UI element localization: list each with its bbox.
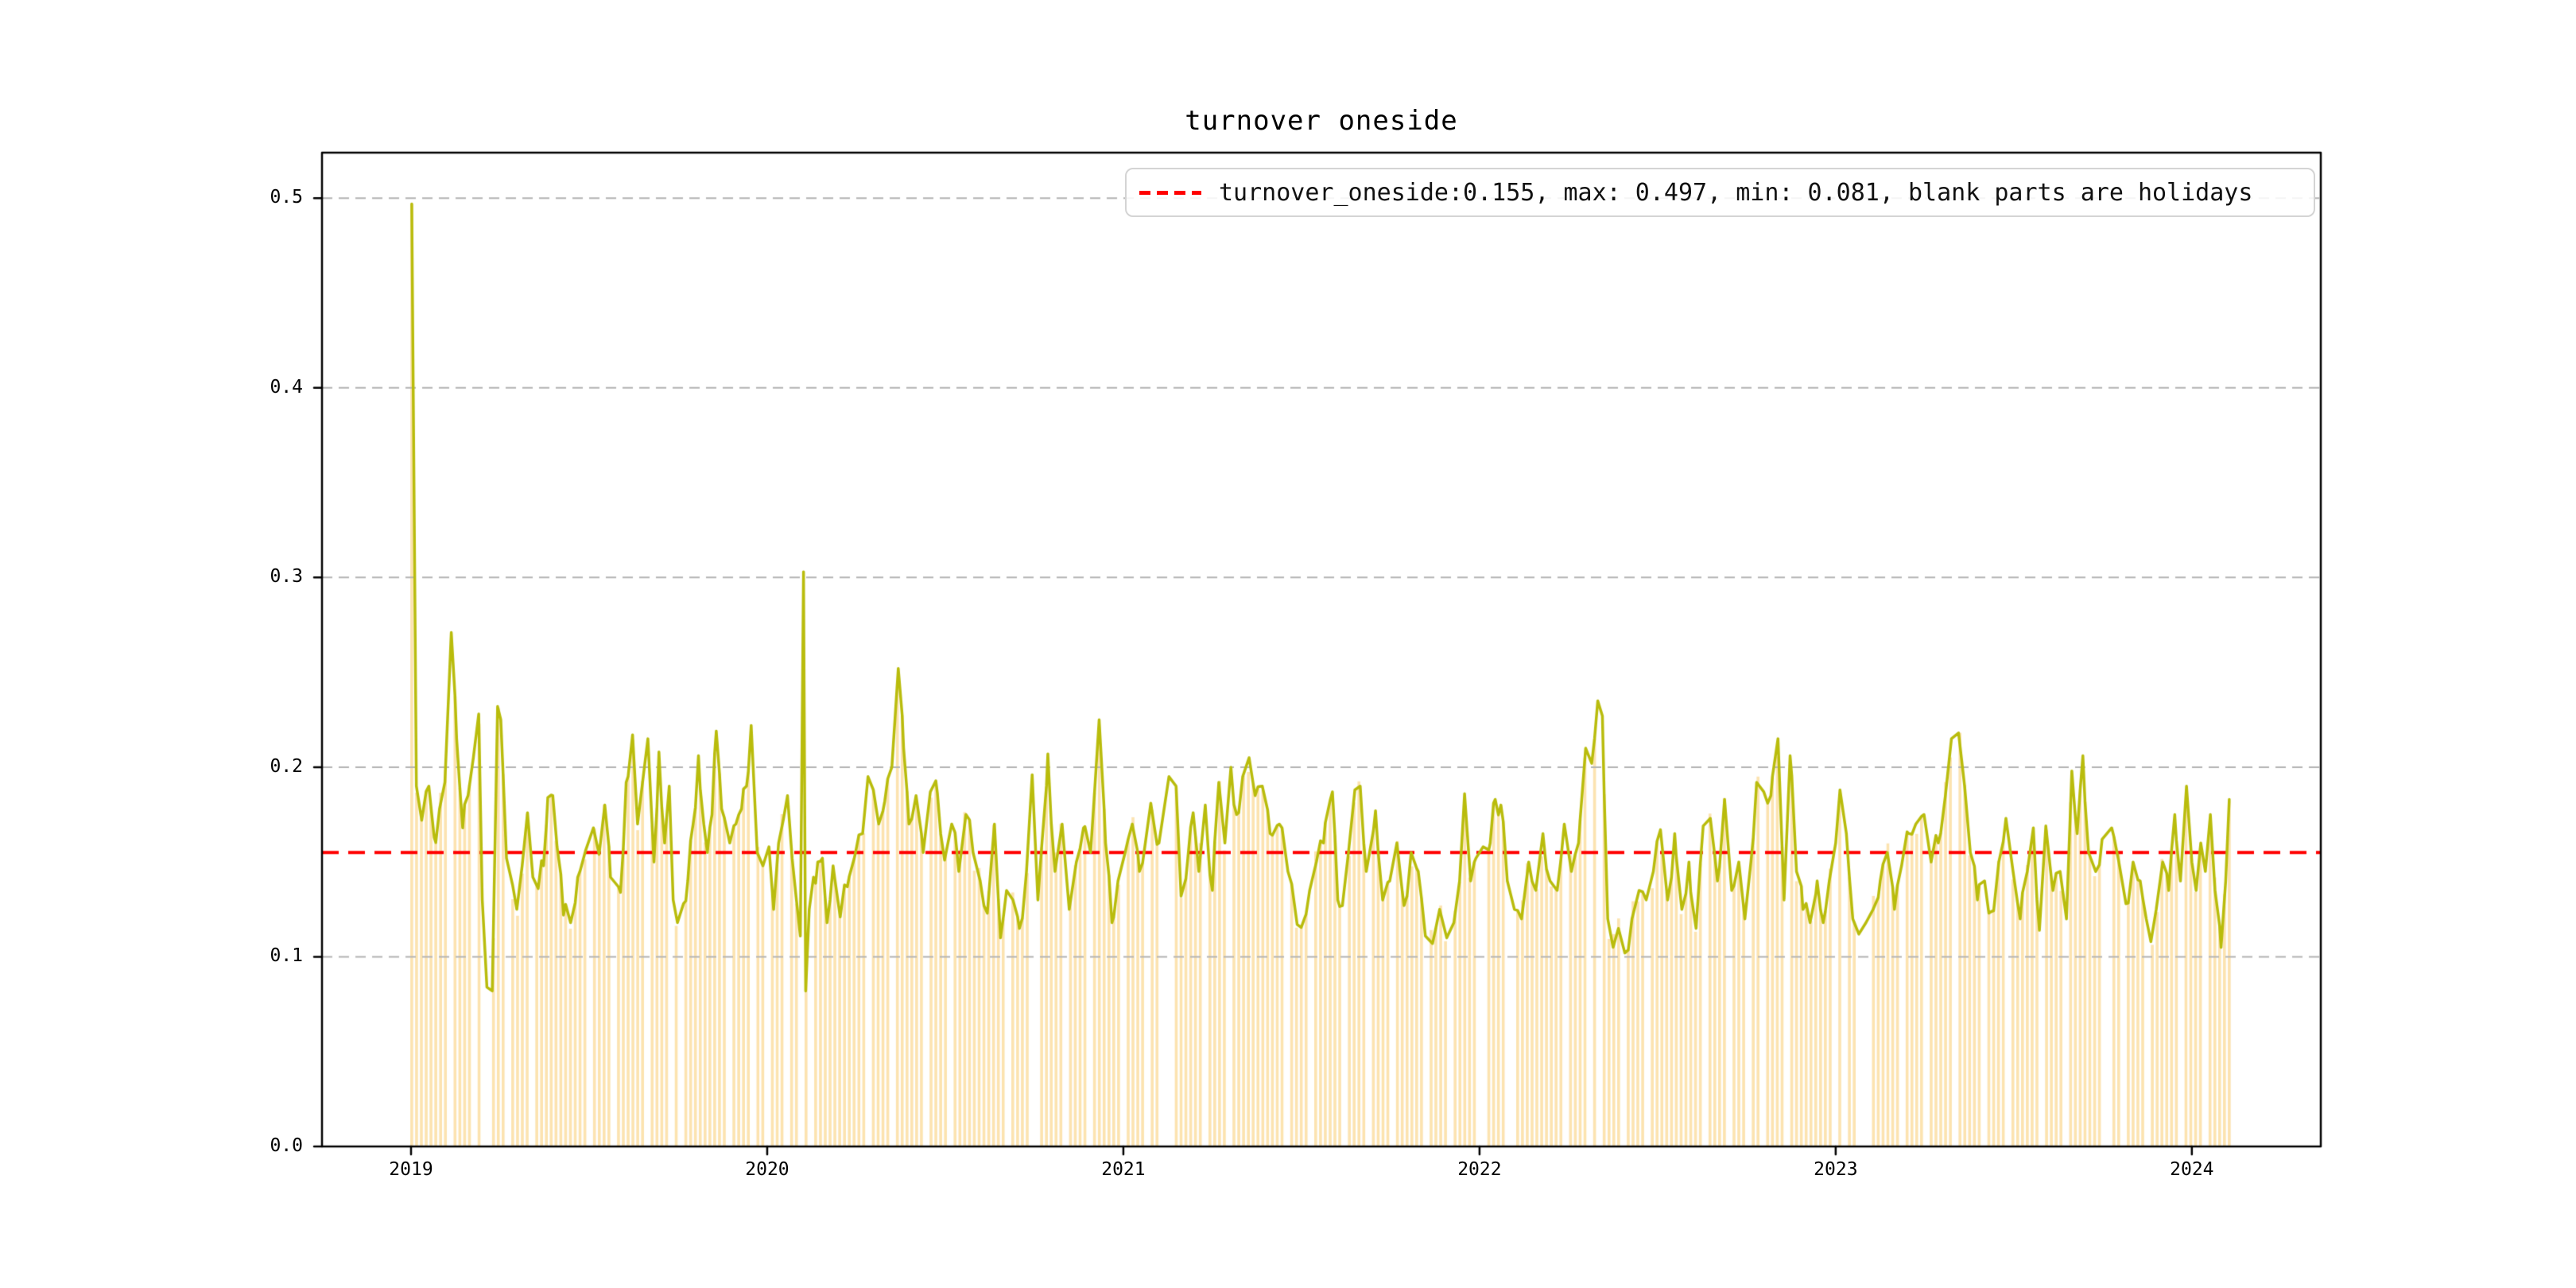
- x-tick-label: 2022: [1457, 1159, 1502, 1180]
- legend: turnover_oneside:0.155, max: 0.497, min:…: [1125, 168, 2315, 217]
- y-tick-label: 0.5: [270, 187, 303, 208]
- legend-label: turnover_oneside:0.155, max: 0.497, min:…: [1219, 178, 2253, 207]
- x-tick-label: 2019: [389, 1159, 433, 1180]
- x-tick-label: 2023: [1814, 1159, 1858, 1180]
- x-tick-label: 2024: [2170, 1159, 2214, 1180]
- x-tick-label: 2020: [745, 1159, 789, 1180]
- y-tick-label: 0.0: [270, 1135, 303, 1156]
- y-tick-label: 0.1: [270, 945, 303, 967]
- y-tick-label: 0.3: [270, 566, 303, 588]
- y-tick-label: 0.2: [270, 755, 303, 777]
- chart-title: turnover oneside: [1185, 105, 1458, 137]
- x-tick-label: 2021: [1101, 1159, 1146, 1180]
- red-dashed-line-icon: [1139, 190, 1201, 195]
- y-tick-label: 0.4: [270, 376, 303, 398]
